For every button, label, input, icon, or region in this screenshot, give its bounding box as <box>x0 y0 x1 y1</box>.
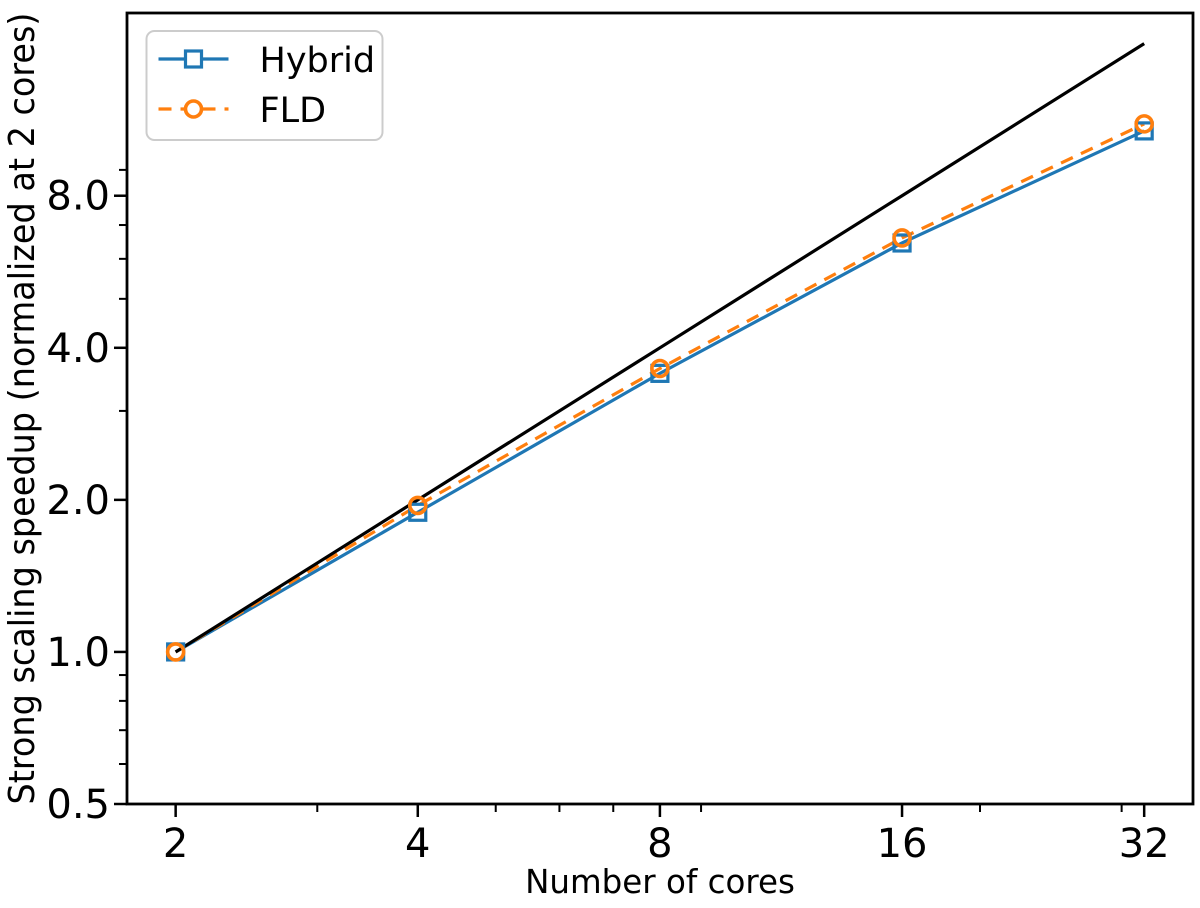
x-axis-tick-label: 4 <box>405 821 430 867</box>
hybrid-series-line <box>174 129 1145 654</box>
x-axis-tick-label: 16 <box>877 821 928 867</box>
hybrid-marker <box>408 502 428 522</box>
legend-circle-marker-icon <box>183 99 204 119</box>
legend-square-marker-icon <box>183 49 204 69</box>
fld-marker <box>892 228 912 248</box>
fld-series-line <box>174 122 1145 654</box>
y-axis-tick-label: 1.0 <box>46 630 110 676</box>
legend-box: Hybrid FLD <box>145 30 384 141</box>
y-axis-title: Strong scaling speedup (normalized at 2 … <box>2 13 43 805</box>
x-axis-tick-label: 32 <box>1119 821 1170 867</box>
y-axis-tick-label: 0.5 <box>46 782 110 828</box>
x-axis-tick-label: 8 <box>647 821 672 867</box>
x-axis-tick-label: 2 <box>163 821 188 867</box>
y-axis-tick-label: 8.0 <box>46 174 110 220</box>
fld-marker <box>650 358 670 379</box>
fld-marker <box>165 642 186 662</box>
x-axis-title: Number of cores <box>525 863 795 901</box>
legend-item-hybrid: Hybrid <box>158 41 376 81</box>
y-axis-tick-label: 4.0 <box>46 326 110 372</box>
y-axis-tick-label: 2.0 <box>46 478 110 524</box>
legend-item-fld: FLD <box>158 91 327 131</box>
legend-label: Hybrid <box>260 41 376 81</box>
legend-label: FLD <box>260 91 327 131</box>
hybrid-marker <box>1134 121 1154 141</box>
fld-marker <box>407 495 428 516</box>
fld-marker <box>1134 114 1154 134</box>
ideal-series-line <box>174 42 1146 654</box>
